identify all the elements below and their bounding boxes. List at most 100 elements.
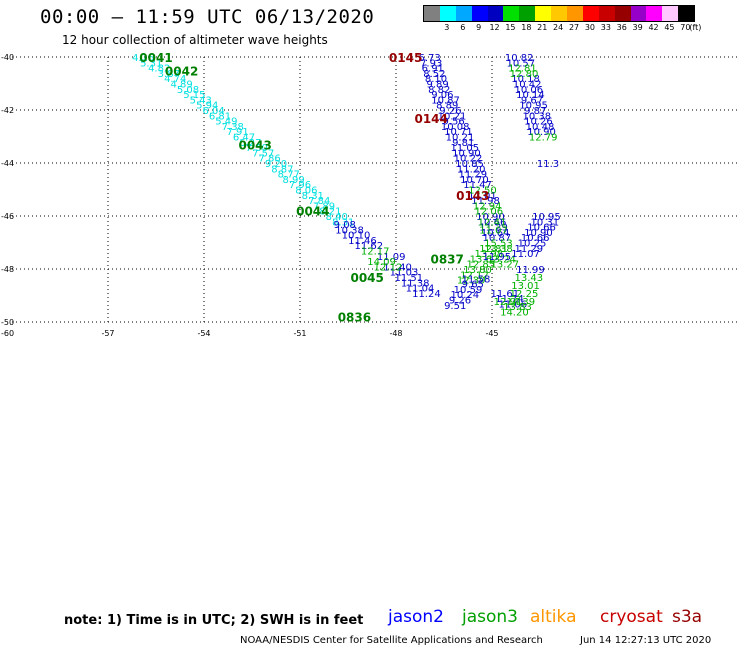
lat-label: -44: [1, 159, 14, 168]
wave-height-value: 9.89: [426, 80, 448, 91]
pass-time-label: 0836: [338, 311, 371, 325]
lon-label: -57: [101, 329, 114, 338]
wave-height-value: 5.49: [215, 117, 237, 128]
pass-time-label: 0045: [350, 271, 383, 285]
wave-height-value: 12.12: [460, 270, 489, 281]
color-swatch: [535, 6, 552, 21]
wave-height-value: 11.29: [479, 223, 508, 234]
color-swatch: [424, 6, 440, 21]
wave-height-value: 12.50: [468, 186, 497, 197]
wave-height-value: 10.66: [478, 217, 507, 228]
color-scale-label: 6: [460, 23, 466, 32]
wave-height-value: 10.70: [460, 175, 489, 186]
wave-height-value: 12.41: [478, 217, 507, 228]
color-scale-label: 18: [521, 23, 532, 32]
wave-height-value: 7.84: [308, 196, 330, 207]
wave-height-value: 12.81: [508, 64, 537, 75]
axis-labels: -40 -42 -44 -46 -48 -50 -60 -57 -54 -51 -48 -45: [1, 53, 499, 338]
lon-label: -45: [485, 329, 498, 338]
wave-height-value: 11.61: [490, 289, 519, 300]
color-scale-label: 45: [664, 23, 675, 32]
wave-height-value: 11.98: [471, 196, 500, 207]
wave-height-value: 14.09: [367, 257, 396, 268]
color-scale-label: 15: [505, 23, 516, 32]
wave-height-value: 9.67: [521, 95, 543, 106]
wave-height-value: 6.27: [239, 138, 261, 149]
note-text: note: 1) Time is in UTC; 2) SWH is in fe…: [64, 613, 364, 628]
color-swatch: [439, 6, 456, 21]
wave-height-value: 10.64: [481, 228, 510, 239]
wave-height-value: 10.38: [522, 111, 551, 122]
color-scale-unit: (ft): [689, 23, 702, 32]
wave-height-value: 12.79: [529, 133, 558, 144]
wave-height-value: 8.21: [319, 207, 341, 218]
lon-label: -60: [1, 329, 14, 338]
lon-label: -48: [389, 329, 402, 338]
wave-height-value: 8.87: [271, 164, 293, 175]
legend-altika: altika: [530, 607, 577, 627]
wave-height-value: 10.08: [441, 122, 470, 133]
wave-height-value: 10.66: [527, 223, 556, 234]
wave-height-value: 10.82: [505, 53, 534, 64]
wave-height-value: 10.71: [444, 127, 473, 138]
pass-time-label: 0837: [430, 252, 463, 266]
wave-height-value: 13.62: [470, 254, 499, 265]
wave-height-value: 4.74: [164, 74, 186, 85]
wave-height-value: 15.53: [484, 239, 513, 250]
wave-height-value: 11.20: [457, 164, 486, 175]
wave-height-value: 7.38: [222, 122, 244, 133]
color-scale-label: 39: [632, 23, 643, 32]
wave-height-value: 7.91: [226, 127, 248, 138]
wave-height-value: 7.57: [252, 148, 274, 159]
lat-label: -50: [1, 318, 14, 327]
wave-height-value: 10.31: [530, 217, 559, 228]
wave-height-value: 10.95: [519, 101, 548, 112]
color-swatch: [471, 6, 488, 21]
wave-height-value: 11.09: [377, 252, 406, 263]
wave-height-value: 10.26: [524, 117, 553, 128]
wave-height-value: 5.08: [177, 85, 199, 96]
wave-height-value: 6.91: [422, 64, 444, 75]
pass-time-label: 0145: [389, 51, 422, 65]
legend-jason2: jason2: [388, 607, 444, 627]
wave-height-value: 8.82: [428, 85, 450, 96]
color-swatch: [567, 6, 583, 21]
color-scale-label: 33: [600, 23, 611, 32]
color-scale-labels: 3 6 9 12 15 18 21 24 27 30 33 36 39 42 45 70 (ft): [423, 23, 740, 35]
wave-height-value: 10.38: [335, 225, 364, 236]
color-scale-bar: [423, 5, 696, 22]
wave-height-value: 8.06: [295, 186, 317, 197]
pass-time-label: 0041: [139, 51, 172, 65]
wave-height-value: 12.06: [474, 207, 503, 218]
legend-cryosat: cryosat: [600, 607, 663, 627]
wave-height-value: 12.94: [473, 201, 502, 212]
wave-height-value: 6.81: [209, 111, 231, 122]
wave-height-value: 11.51: [394, 273, 423, 284]
wave-height-value: 10.59: [454, 285, 483, 296]
wave-height-value: 10.25: [518, 239, 547, 250]
wave-height-value: 13.43: [514, 273, 543, 284]
wave-height-value: 12.80: [510, 69, 539, 80]
color-scale-label: 21: [537, 23, 548, 32]
wave-height-value: 5.94: [196, 101, 218, 112]
wave-height-value: 11.99: [516, 265, 545, 276]
wave-height-value: 11.06: [498, 299, 527, 310]
color-swatch: [598, 6, 615, 21]
color-scale-label: 27: [568, 23, 580, 32]
lat-label: -40: [1, 53, 14, 62]
wave-height-value: 10.48: [526, 122, 555, 133]
color-scale-label: 24: [553, 23, 564, 32]
lat-label: -46: [1, 212, 14, 221]
wave-height-value: 8.10: [425, 74, 447, 85]
wave-height-value: 11.07: [479, 225, 508, 236]
wave-height-value: 10.57: [506, 58, 535, 69]
wave-height-value: 11.62: [354, 241, 383, 252]
wave-height-value: 7.86: [258, 154, 280, 165]
wave-height-value: 8.40: [326, 212, 348, 223]
wave-height-value: 7.30: [246, 143, 268, 154]
wave-height-value: 11.95: [482, 252, 511, 263]
wave-height-value: 11.05: [450, 143, 479, 154]
wave-height-value: 10.87: [482, 233, 511, 244]
wave-height-value: 13.27: [490, 260, 519, 271]
